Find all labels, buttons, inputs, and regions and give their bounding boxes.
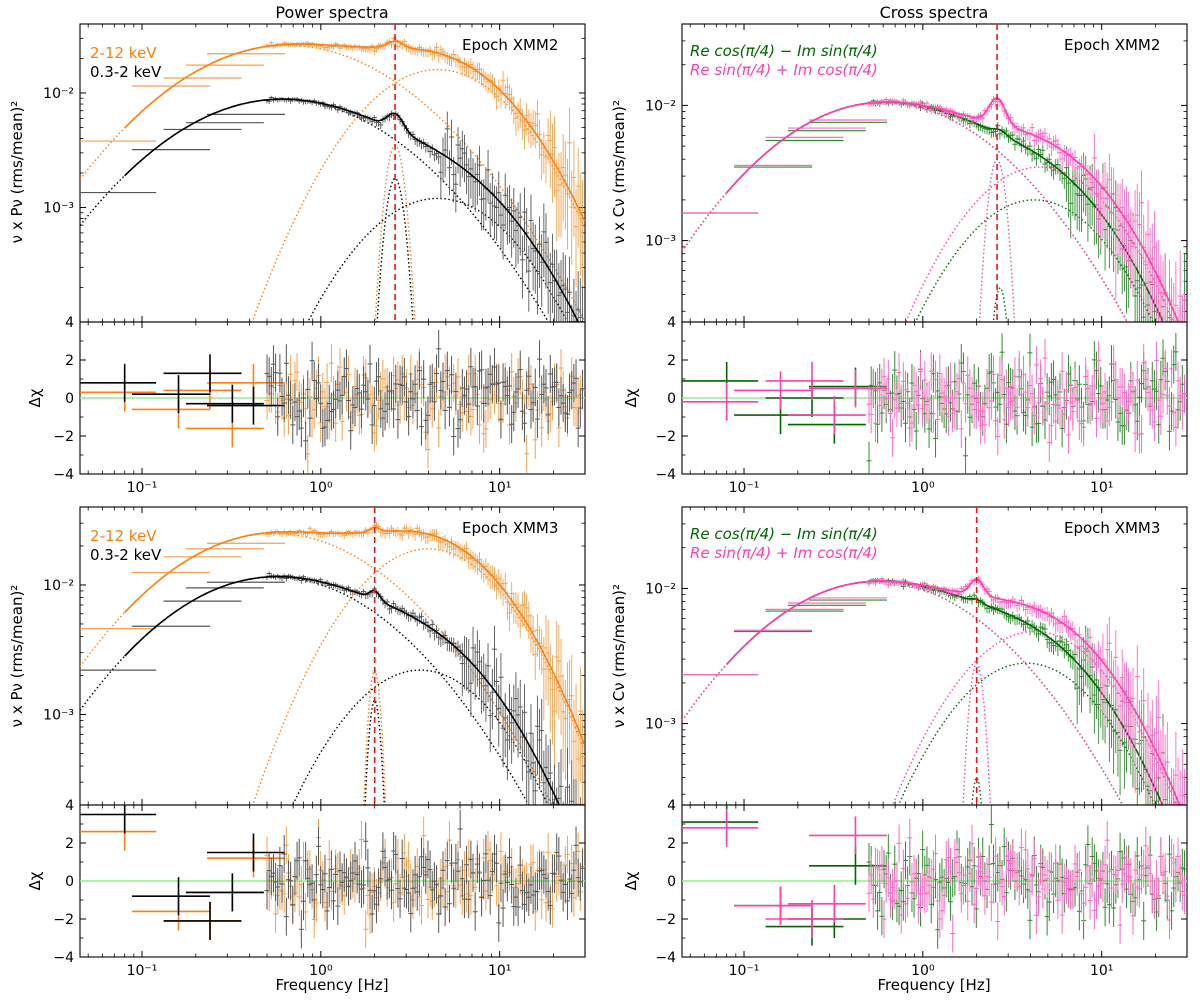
res-bl-ytick-label: 2 [65, 836, 74, 852]
plot-layer: 10⁻³ 10⁻² 4 10⁻¹ 10⁰ 10¹ −4 −2 0 2 10⁻³ 10⁻² 4 10⁻¹ 10… [43, 23, 1188, 979]
legend-re-minus-br: Re cos(π/4) − Im sin(π/4) [690, 525, 878, 543]
spec-bl-component-0-2 [252, 548, 585, 805]
legend-soft-tl: 0.3-2 keV [90, 63, 162, 81]
res-tl-xtick-label: 10⁰ [309, 480, 333, 496]
res-tl-ytick-label: −2 [53, 429, 74, 445]
spec-bl-ytick-label: 10⁻² [43, 578, 74, 594]
spec-bl-component-1-2 [291, 669, 549, 805]
epoch-label-bl: Epoch XMM3 [462, 519, 558, 537]
spec-tl-ytick-label: 10⁻³ [43, 200, 74, 216]
spec-br-ytick-label: 10⁻² [645, 581, 676, 597]
res-br-xtick-label: 10⁻¹ [729, 963, 760, 979]
spec-br-ytick-label: 10⁻³ [645, 717, 676, 733]
res-br-ytick-label: −4 [655, 950, 676, 966]
spec-br-model-1 [726, 578, 1181, 805]
spec-tl-component-1-0 [80, 98, 550, 322]
epoch-label-tl: Epoch XMM2 [462, 36, 558, 54]
spec-tl-component-0-2 [251, 68, 585, 322]
res-tr-ytick-label: −4 [655, 467, 676, 483]
res-br-xtick-label: 10⁰ [911, 963, 935, 979]
spec-tl-component-1-2 [306, 197, 569, 322]
ylabel-tr: ν x Cν (rms/mean)² [610, 100, 628, 244]
res-bl-ytick-label: −4 [53, 950, 74, 966]
reslabel-tl: Δχ [26, 388, 44, 407]
spec-tl-shared-4: 4 [65, 315, 74, 331]
spec-br-shared-4: 4 [667, 798, 676, 814]
spec-bl-shared-4: 4 [65, 798, 74, 814]
epoch-label-br: Epoch XMM3 [1064, 519, 1160, 537]
res-tr-ytick-label: 2 [667, 353, 676, 369]
legend-hard-bl: 2-12 keV [90, 527, 157, 545]
res-tl-xtick-label: 10¹ [488, 480, 511, 496]
spec-bl-model-0 [124, 526, 585, 745]
res-br-xtick-label: 10¹ [1090, 963, 1113, 979]
legend-hard-tl: 2-12 keV [90, 44, 157, 62]
spec-tl-component-1-1 [376, 177, 414, 322]
column-title-cross: Cross spectra [880, 3, 989, 22]
spec-tr-component-1-0 [682, 101, 1129, 322]
legend-re-plus-br: Re sin(π/4) + Im cos(π/4) [690, 544, 878, 562]
spec-bl-model-1 [124, 575, 560, 805]
res-tr-ytick-label: −2 [655, 429, 676, 445]
ylabel-br: ν x Cν (rms/mean)² [610, 584, 628, 728]
legend-soft-bl: 0.3-2 keV [90, 546, 162, 564]
res-tr-ytick-label: 0 [667, 391, 676, 407]
spec-tl-model-0 [124, 40, 585, 221]
spec-tr-model-0 [726, 101, 1165, 322]
ylabel-tl: ν x Pν (rms/mean)² [8, 101, 26, 244]
res-br-ytick-label: −2 [655, 912, 676, 928]
spec-bl-ytick-label: 10⁻³ [43, 707, 74, 723]
xlabel-right: Frequency [Hz] [877, 976, 990, 994]
res-tr-xtick-label: 10⁻¹ [729, 480, 760, 496]
column-title-power: Power spectra [275, 3, 388, 22]
xlabel-left: Frequency [Hz] [275, 976, 388, 994]
spec-br-component-1-2 [891, 630, 1177, 805]
reslabel-tr: Δχ [622, 388, 640, 407]
legend-re-plus-tr: Re sin(π/4) + Im cos(π/4) [690, 61, 878, 79]
res-bl-xtick-label: 10⁰ [309, 963, 333, 979]
res-tr-xtick-label: 10⁰ [911, 480, 935, 496]
res-bl-ytick-label: −2 [53, 912, 74, 928]
spec-tr-ytick-label: 10⁻² [645, 98, 676, 114]
spec-tl-component-0-0 [80, 44, 585, 321]
res-tr-xtick-label: 10¹ [1090, 480, 1113, 496]
spec-tr-component-0-0 [682, 101, 1129, 322]
legend-re-minus-tr: Re cos(π/4) − Im sin(π/4) [690, 42, 878, 60]
spec-tr-model-1 [726, 97, 1180, 322]
epoch-label-tr: Epoch XMM2 [1064, 36, 1160, 54]
spec-tr-component-0-1 [992, 286, 1008, 322]
reslabel-br: Δχ [622, 871, 640, 890]
spec-tr-shared-4: 4 [667, 315, 676, 331]
reslabel-bl: Δχ [26, 871, 44, 890]
spec-tr-component-1-2 [905, 166, 1175, 322]
spec-bl-component-1-0 [80, 576, 530, 805]
spec-tl-ytick-label: 10⁻² [43, 86, 74, 102]
res-tl-ytick-label: 2 [65, 353, 74, 369]
res-tl-ytick-label: −4 [53, 467, 74, 483]
res-bl-ytick-label: 0 [65, 874, 74, 890]
ylabel-bl: ν x Pν (rms/mean)² [8, 585, 26, 728]
spec-br-model-0 [726, 580, 1164, 805]
res-bl-xtick-label: 10⁻¹ [127, 963, 158, 979]
spec-bl-component-0-1 [363, 668, 387, 805]
res-br-ytick-label: 0 [667, 874, 676, 890]
spec-br-component-0-2 [897, 662, 1156, 805]
res-tl-ytick-label: 0 [65, 391, 74, 407]
spec-tl-model-1 [124, 98, 580, 322]
res-tl-xtick-label: 10⁻¹ [127, 480, 158, 496]
res-br-ytick-label: 2 [667, 836, 676, 852]
res-bl-xtick-label: 10¹ [488, 963, 511, 979]
spec-tr-ytick-label: 10⁻³ [645, 234, 676, 250]
spec-br-component-1-1 [962, 662, 992, 805]
